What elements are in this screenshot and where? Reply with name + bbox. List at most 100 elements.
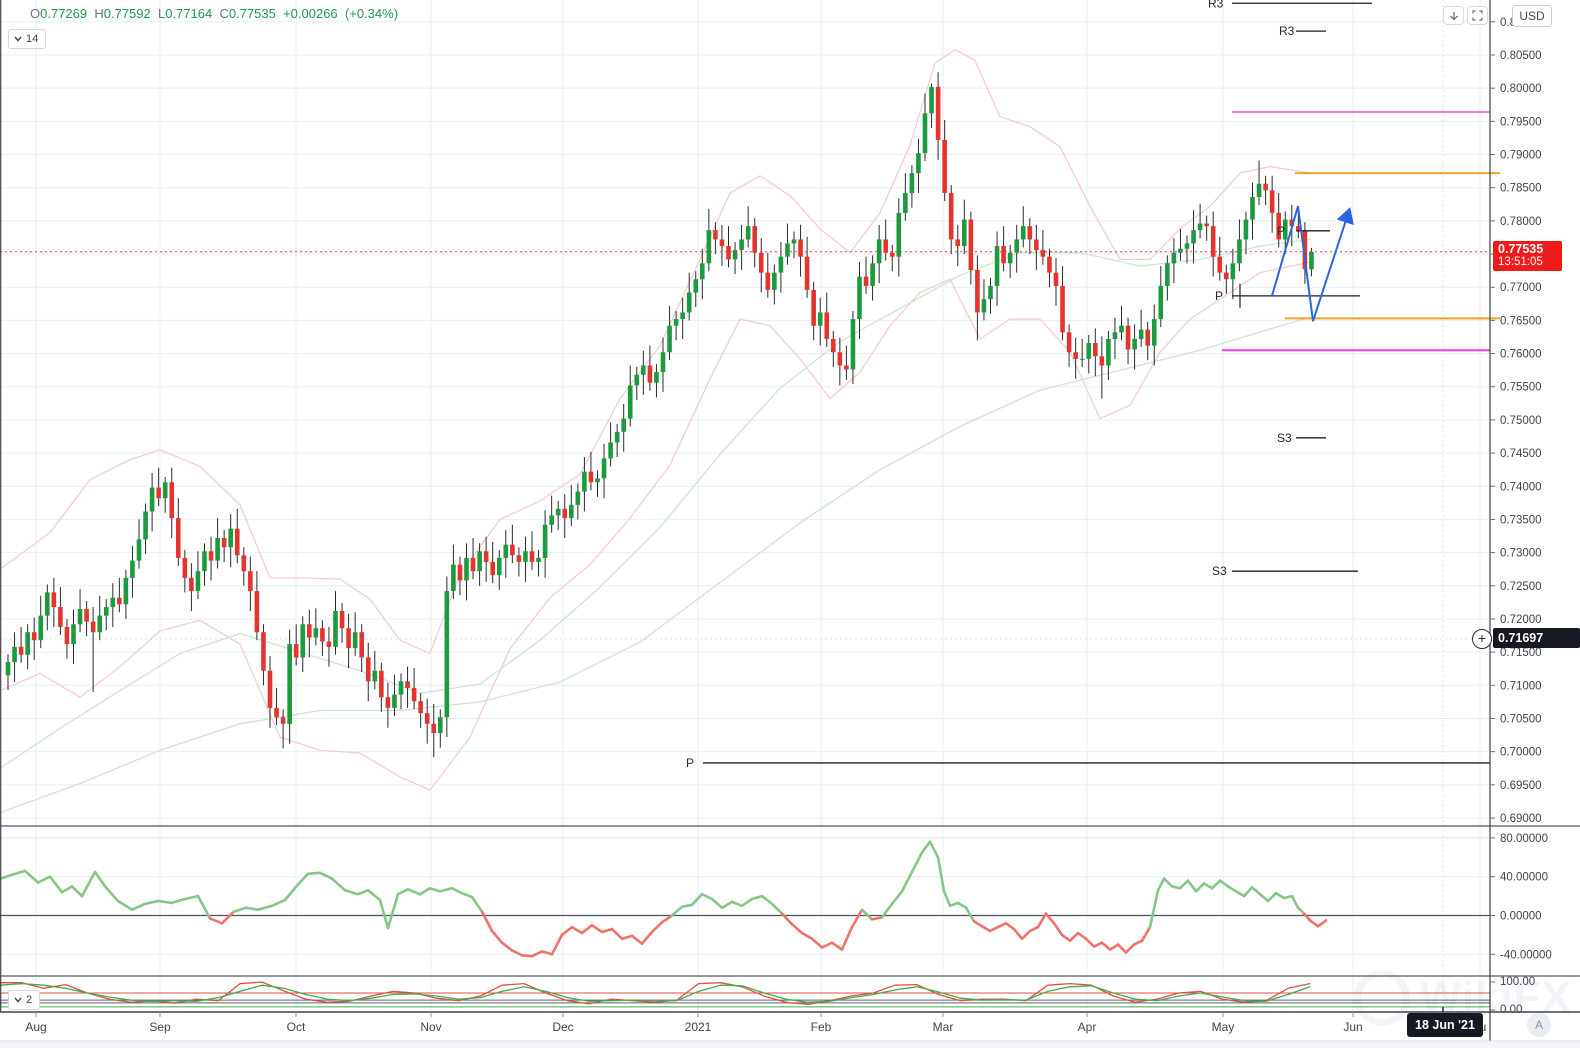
pane-indicators-collapse-button[interactable]: 2 (8, 990, 41, 1010)
oscillator-segment (920, 840, 932, 854)
candle-body (379, 670, 384, 698)
candle-body (195, 571, 201, 592)
oscillator-segment (580, 923, 594, 935)
oscillator-segment (1084, 937, 1096, 948)
oscillator-segment (964, 906, 976, 923)
oscillator-segment (256, 904, 274, 911)
candle-body (1276, 212, 1281, 240)
candle-body (503, 544, 509, 558)
oscillator-segment (1012, 927, 1024, 941)
auto-scale-badge[interactable]: A (1527, 1013, 1551, 1037)
oscillator-segment (720, 900, 734, 909)
oscillator-segment (910, 851, 924, 874)
oscillator-segment (730, 900, 744, 908)
candle-body (896, 212, 902, 257)
oscillator-segment (690, 892, 704, 907)
candle-body (1302, 230, 1308, 270)
add-alert-plus-icon[interactable]: + (1472, 629, 1492, 649)
candle-body (916, 153, 921, 174)
candle-body (817, 312, 823, 326)
oscillator-series (0, 840, 1328, 958)
oscillator-segment (460, 891, 474, 899)
pivot-levels: R3 R3 P P S3 S3 P (686, 0, 1490, 770)
candle-body (1014, 239, 1019, 253)
oscillator-segment (1258, 892, 1270, 903)
candle-body (313, 628, 319, 638)
candle-body (765, 272, 771, 290)
lower-band-line (0, 261, 1311, 791)
price-tick-label: 0.76500 (1500, 315, 1542, 327)
candle-body (64, 626, 70, 645)
oscillator-segment (1076, 931, 1088, 941)
candle-body (693, 279, 699, 293)
oscillator-segment (1250, 886, 1262, 896)
oscillator-segment (244, 906, 260, 911)
candle-body (1119, 325, 1124, 333)
candlestick-series (5, 72, 1314, 757)
last-price-axis-label: 0.77535 13:51:05 (1493, 241, 1562, 271)
candle-body (77, 609, 83, 625)
candle-body (143, 511, 148, 540)
price-axis[interactable]: 0.810000.805000.800000.795000.790000.785… (1490, 17, 1552, 1016)
oscillator-segment (880, 902, 894, 919)
candle-body (1263, 183, 1268, 191)
price-tick-label: 0.71500 (1500, 647, 1542, 659)
moving-average-fast-line (0, 238, 1311, 769)
oscillator-segment (1108, 943, 1120, 951)
candle-body (1171, 252, 1177, 264)
scroll-to-latest-button[interactable] (1443, 6, 1464, 25)
low-label: L (157, 6, 166, 21)
oscillator-segment (710, 897, 724, 909)
panel2-tick-label: 0.00 (1500, 1004, 1522, 1016)
oscillator-segment (760, 894, 774, 906)
oscillator-segment (1296, 906, 1306, 915)
candle-body (975, 269, 980, 313)
oscillator-segment (740, 897, 754, 908)
pivot-label-p: P (1277, 224, 1285, 238)
oscillator-segment (830, 941, 844, 951)
fullscreen-button[interactable] (1467, 6, 1488, 25)
candle-body (962, 219, 967, 247)
candle-body (1001, 246, 1006, 264)
indicators-collapse-button[interactable]: 14 (8, 29, 47, 49)
pane-indicator-count: 2 (26, 994, 33, 1006)
oscillator-segment (1162, 877, 1174, 888)
candle-body (1289, 219, 1295, 227)
candle-body (1132, 338, 1137, 350)
oscillator-segment (640, 930, 654, 945)
candle-body (228, 528, 233, 548)
candle-body (686, 292, 692, 313)
oscillator-segment (600, 927, 614, 934)
price-tick-label: 0.71000 (1500, 680, 1542, 692)
candle-body (837, 352, 843, 366)
oscillator-segment (1218, 879, 1230, 888)
candle-body (745, 226, 751, 240)
oscillator-segment (406, 888, 422, 896)
currency-badge[interactable]: USD (1512, 5, 1552, 27)
oscillator-segment (750, 894, 764, 901)
candle-body (1020, 226, 1026, 240)
oscillator-segment (1226, 885, 1238, 893)
oscillator-segment (470, 895, 484, 913)
candle-body (431, 723, 437, 734)
candle-body (215, 538, 220, 561)
price-tick-label: 0.80500 (1500, 50, 1542, 62)
candle-body (248, 571, 253, 592)
oscillator-segment (143, 899, 160, 906)
candle-body (804, 256, 810, 290)
time-axis[interactable]: AugSepOctNovDec2021FebMarAprMayJunJu (25, 1007, 1486, 1034)
candle-body (346, 628, 351, 649)
price-tick-label: 0.74500 (1500, 448, 1542, 460)
oscillator-segment (1290, 894, 1300, 909)
oscillator-segment (1060, 933, 1072, 942)
month-label-dec: Dec (552, 1020, 573, 1034)
candle-body (418, 701, 423, 714)
high-label: H (94, 6, 104, 21)
candle-body (267, 670, 273, 708)
oscillator-segment (1194, 882, 1206, 893)
oscillator-segment (700, 892, 714, 901)
candle-body (660, 352, 666, 373)
candle-body (883, 239, 888, 253)
candle-body (339, 610, 345, 629)
